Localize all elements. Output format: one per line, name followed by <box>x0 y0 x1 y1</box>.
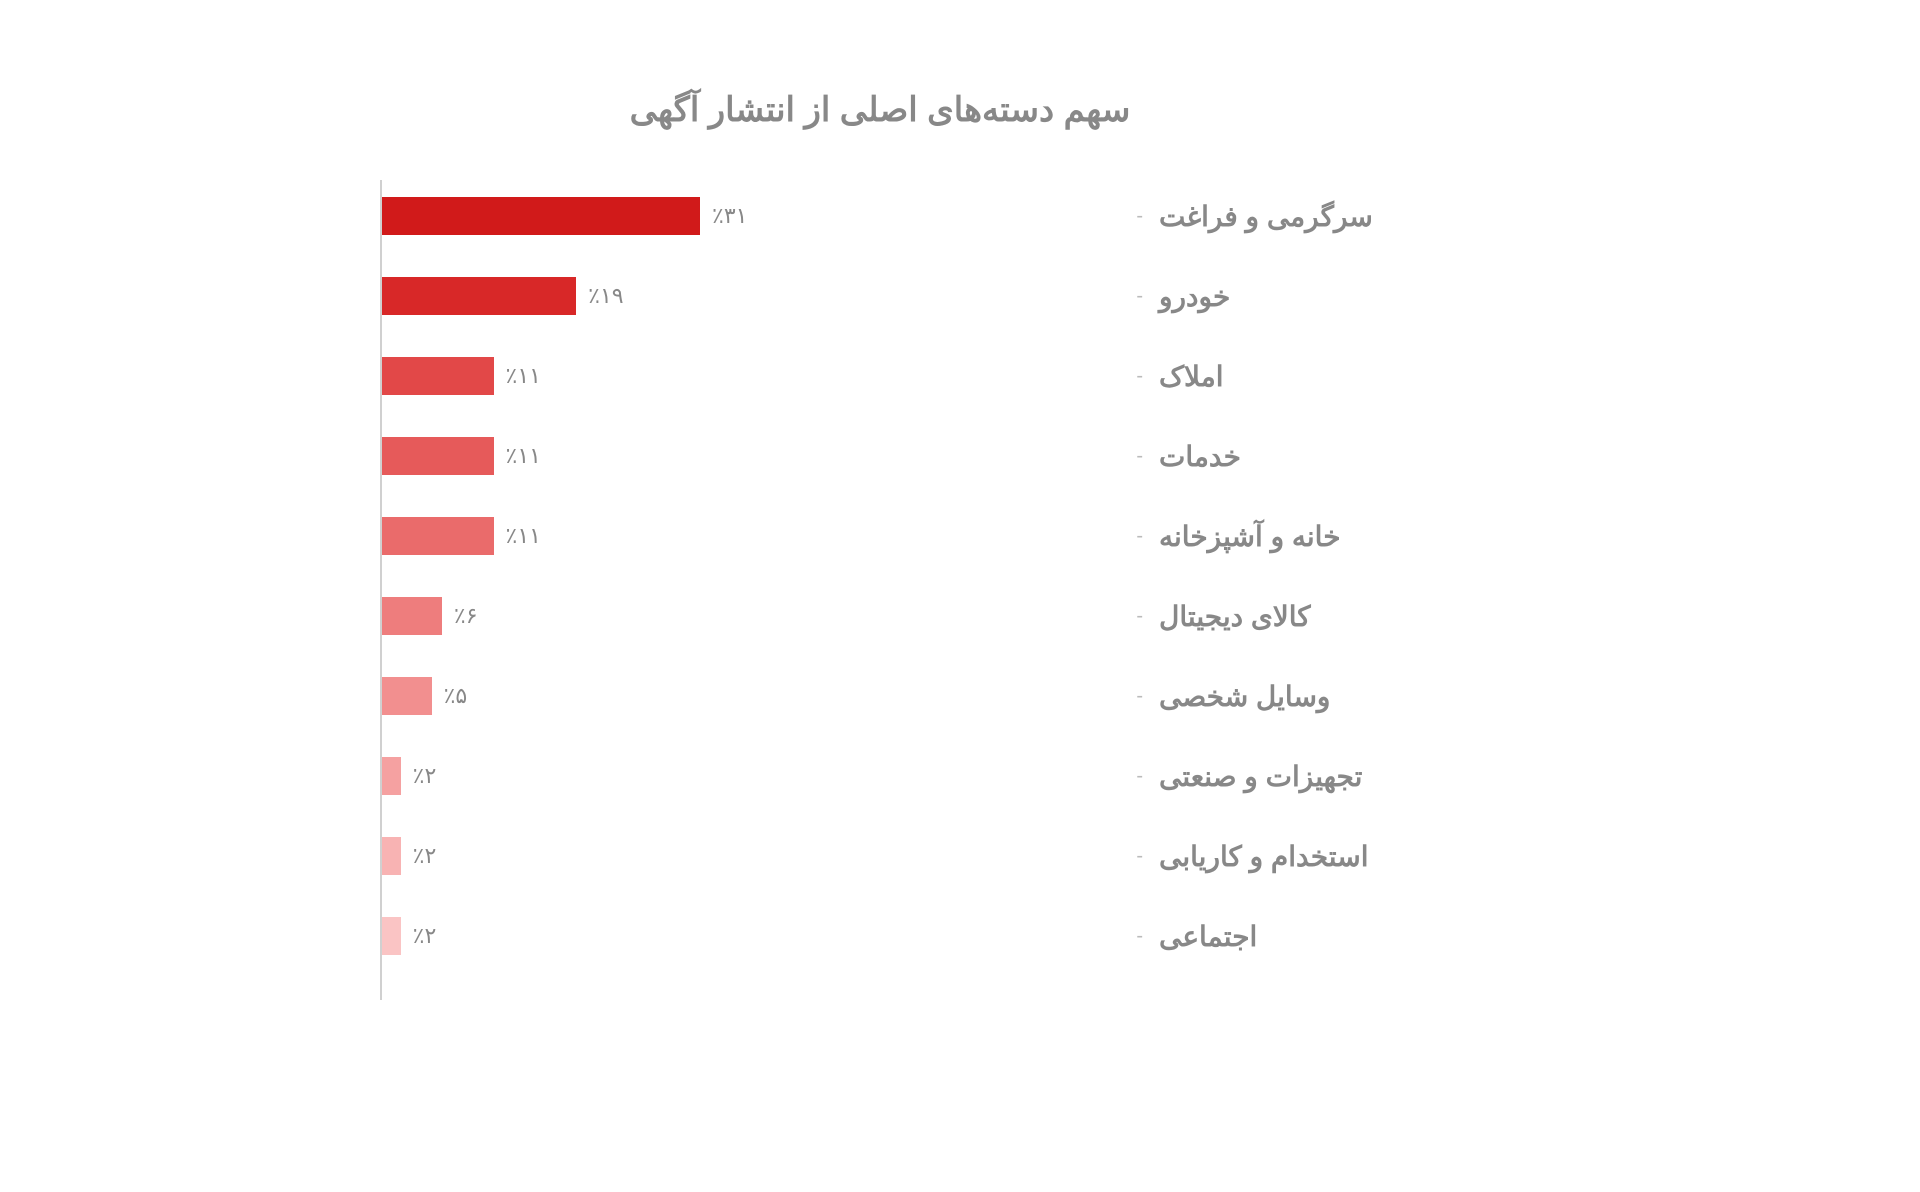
bar-area: ٪۳۱ <box>380 180 1134 252</box>
axis-tick: - <box>1134 285 1145 308</box>
chart-title: سهم دسته‌های اصلی از انتشار آگهی <box>380 90 1380 130</box>
bar-area: ٪۱۱ <box>380 340 1134 412</box>
chart-row: استخدام و کاریابی- ٪۲ <box>380 820 1380 892</box>
axis-tick: - <box>1134 605 1145 628</box>
axis-tick: - <box>1134 845 1145 868</box>
category-label: استخدام و کاریابی <box>1145 840 1380 873</box>
value-label: ٪۳۱ <box>712 203 747 229</box>
bar-area: ٪۱۱ <box>380 420 1134 492</box>
value-label: ٪۱۹ <box>588 283 623 309</box>
value-label: ٪۱۱ <box>506 443 541 469</box>
bar-area: ٪۱۹ <box>380 260 1134 332</box>
category-label: خدمات <box>1145 440 1380 473</box>
y-axis-line <box>380 180 382 1000</box>
axis-tick: - <box>1134 765 1145 788</box>
bar <box>380 277 576 315</box>
chart-row: املاک- ٪۱۱ <box>380 340 1380 412</box>
bar <box>380 757 401 795</box>
value-label: ٪۲ <box>413 763 437 789</box>
axis-tick: - <box>1134 365 1145 388</box>
chart-row: خانه و آشپزخانه- ٪۱۱ <box>380 500 1380 572</box>
axis-tick: - <box>1134 445 1145 468</box>
bar <box>380 917 401 955</box>
bar <box>380 197 700 235</box>
bar <box>380 837 401 875</box>
chart-row: خودرو- ٪۱۹ <box>380 260 1380 332</box>
value-label: ٪۵ <box>444 683 468 709</box>
bar-area: ٪۶ <box>380 580 1134 652</box>
category-label: خانه و آشپزخانه <box>1145 520 1380 553</box>
bar-chart: سهم دسته‌های اصلی از انتشار آگهی سرگرمی … <box>380 90 1380 980</box>
chart-row: وسایل شخصی- ٪۵ <box>380 660 1380 732</box>
bar <box>380 517 494 555</box>
bar <box>380 437 494 475</box>
bar <box>380 357 494 395</box>
bar-area: ٪۲ <box>380 820 1134 892</box>
chart-row: اجتماعی- ٪۲ <box>380 900 1380 972</box>
axis-tick: - <box>1134 525 1145 548</box>
bar <box>380 677 432 715</box>
axis-tick: - <box>1134 925 1145 948</box>
chart-row: خدمات- ٪۱۱ <box>380 420 1380 492</box>
category-label: اجتماعی <box>1145 920 1380 953</box>
value-label: ٪۲ <box>413 843 437 869</box>
category-label: تجهیزات و صنعتی <box>1145 760 1380 793</box>
category-label: املاک <box>1145 360 1380 393</box>
bar <box>380 597 442 635</box>
category-label: وسایل شخصی <box>1145 680 1380 713</box>
chart-row: تجهیزات و صنعتی- ٪۲ <box>380 740 1380 812</box>
category-label: خودرو <box>1145 280 1380 313</box>
chart-row: سرگرمی و فراغت- ٪۳۱ <box>380 180 1380 252</box>
bar-area: ٪۲ <box>380 740 1134 812</box>
axis-tick: - <box>1134 685 1145 708</box>
chart-rows: سرگرمی و فراغت-٪۳۱خودرو-٪۱۹املاک-٪۱۱خدما… <box>380 180 1380 980</box>
value-label: ٪۱۱ <box>506 363 541 389</box>
value-label: ٪۶ <box>454 603 478 629</box>
value-label: ٪۱۱ <box>506 523 541 549</box>
category-label: کالای دیجیتال <box>1145 600 1380 633</box>
chart-row: کالای دیجیتال- ٪۶ <box>380 580 1380 652</box>
axis-tick: - <box>1134 205 1145 228</box>
bar-area: ٪۵ <box>380 660 1134 732</box>
bar-area: ٪۲ <box>380 900 1134 972</box>
category-label: سرگرمی و فراغت <box>1145 200 1380 233</box>
bar-area: ٪۱۱ <box>380 500 1134 572</box>
value-label: ٪۲ <box>413 923 437 949</box>
